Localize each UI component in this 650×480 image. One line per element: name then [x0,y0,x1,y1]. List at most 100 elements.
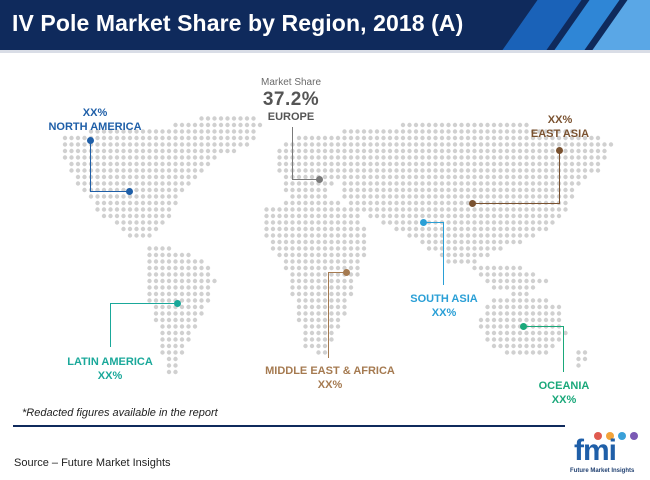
map-dot [270,246,276,251]
map-dot [504,220,510,225]
map-dot [322,304,328,310]
map-dot [452,200,458,206]
map-dot [465,259,471,264]
logo-tagline: Future Market Insights [570,468,635,474]
map-dot [205,278,211,284]
map-dot [550,142,555,147]
map-dot [361,135,367,141]
map-dot [335,207,341,212]
map-dot [173,363,178,368]
map-dot [556,330,562,336]
map-dot [511,304,516,310]
map-dot [270,239,276,245]
map-dot [355,207,360,212]
map-dot [446,148,451,154]
map-dot [517,194,523,199]
map-dot [309,337,315,342]
map-dot [459,226,464,232]
map-dot [303,304,308,310]
map-dot [166,135,172,141]
map-dot [498,168,503,173]
map-dot [504,233,510,238]
map-dot [563,155,568,160]
map-dot [264,207,269,212]
map-dot [205,298,211,303]
map-dot [342,148,347,154]
map-dot [322,194,328,199]
map-dot [504,311,510,316]
map-dot [322,148,328,154]
map-dot [485,233,490,238]
map-dot [485,317,490,323]
map-dot [316,337,321,342]
map-dot [309,343,315,349]
map-dot [127,200,133,206]
map-dot [329,311,334,316]
map-dot [348,174,354,180]
map-dot [543,135,549,141]
map-dot [173,291,178,297]
map-dot [192,304,198,310]
map-dot [309,168,315,173]
map-dot [368,194,373,199]
map-dot [303,194,308,199]
north-america-leader-line [90,191,130,192]
map-dot [264,226,269,232]
map-dot [543,194,549,199]
page-title: IV Pole Market Share by Region, 2018 (A) [12,10,464,36]
map-dot [524,187,529,193]
map-dot [498,194,503,199]
map-dot [420,207,425,212]
map-dot [160,343,165,349]
logo-bubble [606,432,614,440]
map-dot [543,317,549,323]
map-dot [576,161,581,167]
map-dot [348,148,354,154]
map-dot [537,168,542,173]
map-dot [439,187,445,193]
map-dot [472,148,477,154]
map-dot [511,155,516,160]
map-dot [400,174,406,180]
map-dot [517,207,523,212]
map-dot [335,233,341,238]
map-dot [511,226,516,232]
map-dot [595,142,601,147]
map-dot [121,220,126,225]
map-dot [296,220,302,225]
map-dot [569,181,575,186]
map-dot [381,135,386,141]
map-dot [192,265,198,271]
map-dot [517,298,523,303]
latin-america-leader-line [110,303,111,347]
map-dot [413,181,419,186]
map-dot [478,246,484,251]
map-dot [342,155,347,160]
map-dot [420,142,425,147]
map-dot [524,350,529,355]
map-dot [166,350,172,355]
map-dot [296,285,302,290]
map-dot [595,161,601,167]
east-asia-leader-line [473,203,560,204]
map-dot [491,239,497,245]
map-dot [69,168,74,173]
map-dot [446,246,451,251]
map-dot [127,233,133,238]
map-dot [355,155,360,160]
map-dot [101,207,107,212]
map-dot [394,220,399,225]
map-dot [348,265,354,271]
map-dot [166,213,172,219]
map-dot [530,135,536,141]
latin-america-marker [174,300,181,307]
map-dot [420,155,425,160]
map-dot [498,298,503,303]
map-dot [160,161,165,167]
map-dot [465,246,471,251]
map-dot [478,122,484,128]
map-dot [361,168,367,173]
map-dot [491,272,497,277]
map-dot [348,129,354,134]
map-dot [140,142,146,147]
